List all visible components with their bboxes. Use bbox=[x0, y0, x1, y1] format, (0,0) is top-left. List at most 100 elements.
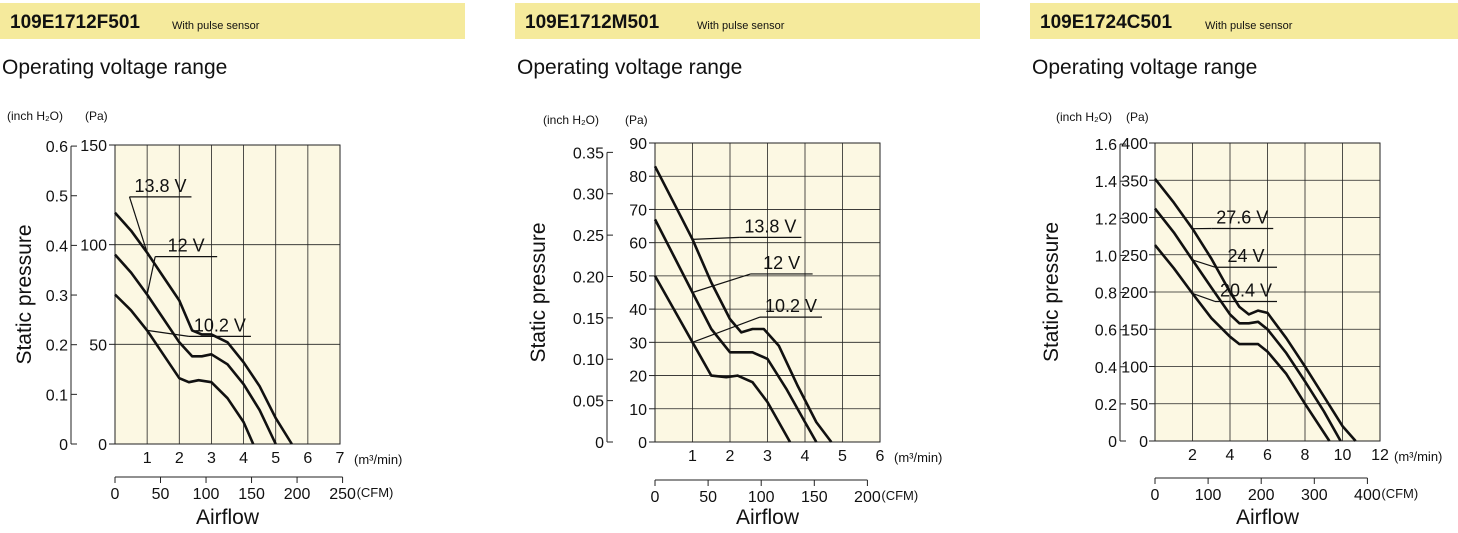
x-tick-label: 5 bbox=[838, 448, 847, 465]
model-banner: 109E1712F501 With pulse sensor bbox=[0, 3, 465, 39]
x-tick-label: 2 bbox=[726, 448, 735, 465]
y-tick-label: 400 bbox=[1121, 136, 1148, 153]
x-axis-title: Airflow bbox=[196, 506, 260, 529]
series-label: 10.2 V bbox=[194, 315, 246, 335]
x-tick-label: 6 bbox=[876, 448, 885, 465]
y2-tick-label: 0 bbox=[1108, 434, 1117, 451]
y2-tick-label: 0.25 bbox=[573, 228, 604, 245]
pq-chart-svg: 2 4 6 8 10 12 0 50 100 150 200 250 300 350 400 0 0.2 0.4 0… bbox=[1040, 110, 1442, 529]
y2-unit-label: (inch H₂O) bbox=[543, 113, 599, 127]
y2-unit-label: (inch H₂O) bbox=[7, 109, 63, 123]
x-tick-label: 6 bbox=[303, 450, 312, 467]
x2-tick-label: 300 bbox=[1301, 487, 1328, 504]
y2-tick-label: 0.15 bbox=[573, 311, 604, 328]
model-title: 109E1712F501 bbox=[10, 12, 140, 33]
x2-tick-label: 50 bbox=[152, 486, 170, 503]
x-tick-label: 1 bbox=[688, 448, 697, 465]
y2-tick-label: 0.3 bbox=[46, 288, 68, 305]
y2-tick-label: 1.2 bbox=[1095, 211, 1117, 228]
y-tick-label: 250 bbox=[1121, 248, 1148, 265]
x-tick-label: 4 bbox=[239, 450, 248, 467]
y2-tick-label: 0.10 bbox=[573, 352, 604, 369]
chart-subtitle: Operating voltage range bbox=[517, 56, 743, 79]
chart-subtitle: Operating voltage range bbox=[1032, 56, 1258, 79]
y2-tick-label: 0 bbox=[59, 437, 68, 454]
model-title: 109E1712M501 bbox=[525, 12, 660, 33]
y-axis-title: Static pressure bbox=[527, 222, 550, 362]
model-banner: 109E1712M501 With pulse sensor bbox=[515, 3, 980, 39]
curve-102v-line bbox=[114, 293, 255, 445]
x2-tick-label: 100 bbox=[193, 486, 220, 503]
y2-tick-label: 0 bbox=[595, 435, 604, 452]
y2-tick-label: 0.6 bbox=[1095, 323, 1117, 340]
y-tick-label: 20 bbox=[629, 369, 647, 386]
y-tick-label: 150 bbox=[1121, 322, 1148, 339]
x-tick-label: 5 bbox=[271, 450, 280, 467]
y2-tick-label: 0.05 bbox=[573, 394, 604, 411]
x2-tick-label: 100 bbox=[1195, 487, 1222, 504]
y2-tick-label: 0.8 bbox=[1095, 286, 1117, 303]
y-tick-label: 50 bbox=[629, 269, 647, 286]
y2-tick-label: 1.4 bbox=[1095, 174, 1117, 191]
y-unit-label: (Pa) bbox=[1126, 110, 1149, 124]
y-unit-label: (Pa) bbox=[85, 109, 108, 123]
y2-tick-label: 0.20 bbox=[573, 269, 604, 286]
x2-tick-label: 150 bbox=[801, 489, 828, 506]
y-tick-label: 60 bbox=[629, 236, 647, 253]
pq-chart-svg: 1 2 3 4 5 6010203040506070809000.050.100.150.… bbox=[527, 113, 942, 529]
y2-tick-label: 0.6 bbox=[46, 139, 68, 156]
x-tick-label: 4 bbox=[1226, 447, 1235, 464]
y2-tick-label: 0.1 bbox=[46, 387, 68, 404]
y-tick-label: 0 bbox=[638, 435, 647, 452]
y-tick-label: 100 bbox=[80, 238, 107, 255]
y-tick-label: 100 bbox=[1121, 360, 1148, 377]
model-title: 109E1724C501 bbox=[1040, 12, 1173, 33]
x-tick-label: 6 bbox=[1263, 447, 1272, 464]
x2-tick-label: 0 bbox=[1151, 487, 1160, 504]
callout-leader bbox=[692, 316, 761, 343]
x-unit-label: (m³/min) bbox=[354, 452, 402, 467]
x2-tick-label: 50 bbox=[699, 489, 717, 506]
x2-unit-label: (CFM) bbox=[1381, 486, 1418, 501]
x2-tick-label: 200 bbox=[854, 489, 881, 506]
x2-tick-label: 200 bbox=[284, 486, 311, 503]
y2-tick-label: 0.2 bbox=[46, 338, 68, 355]
x2-tick-label: 200 bbox=[1248, 487, 1275, 504]
y-tick-label: 0 bbox=[1139, 434, 1148, 451]
x-axis-title: Airflow bbox=[1236, 506, 1300, 529]
series-label: 12 V bbox=[168, 236, 205, 256]
callout-leader bbox=[1192, 259, 1216, 268]
chart-panel-1: 109E1712F501 With pulse sensor Operating… bbox=[0, 0, 465, 533]
y-tick-label: 70 bbox=[629, 202, 647, 219]
callout-leader bbox=[692, 236, 740, 240]
model-banner: 109E1724C501 With pulse sensor bbox=[1030, 3, 1458, 39]
y-axis-title: Static pressure bbox=[1040, 222, 1063, 362]
sensor-note: With pulse sensor bbox=[1205, 20, 1293, 32]
curve-204v-line bbox=[1153, 244, 1331, 442]
y-unit-label: (Pa) bbox=[625, 113, 648, 127]
y-tick-label: 80 bbox=[629, 169, 647, 186]
curve-102v-line bbox=[653, 275, 792, 443]
x-tick-label: 2 bbox=[1188, 447, 1197, 464]
y2-tick-label: 1.0 bbox=[1095, 248, 1117, 265]
x-tick-label: 8 bbox=[1301, 447, 1310, 464]
x-tick-label: 3 bbox=[763, 448, 772, 465]
chart-subtitle: Operating voltage range bbox=[2, 56, 228, 79]
y-tick-label: 200 bbox=[1121, 285, 1148, 302]
callout-leader bbox=[1192, 292, 1216, 303]
series-label: 13.8 V bbox=[134, 176, 186, 196]
sensor-note: With pulse sensor bbox=[697, 20, 785, 32]
y-tick-label: 50 bbox=[1130, 397, 1148, 414]
sensor-note: With pulse sensor bbox=[172, 20, 260, 32]
y-axis-title: Static pressure bbox=[13, 224, 36, 364]
x-axis-title: Airflow bbox=[736, 506, 800, 529]
x2-tick-label: 400 bbox=[1354, 487, 1381, 504]
series-label: 10.2 V bbox=[765, 296, 817, 316]
x-tick-label: 7 bbox=[336, 450, 345, 467]
y2-tick-label: 0.35 bbox=[573, 145, 604, 162]
y-tick-label: 150 bbox=[80, 138, 107, 155]
curve-12v-line bbox=[114, 253, 277, 445]
x-tick-label: 3 bbox=[207, 450, 216, 467]
curve-276v-line bbox=[1153, 177, 1357, 442]
series-label: 27.6 V bbox=[1216, 207, 1268, 227]
